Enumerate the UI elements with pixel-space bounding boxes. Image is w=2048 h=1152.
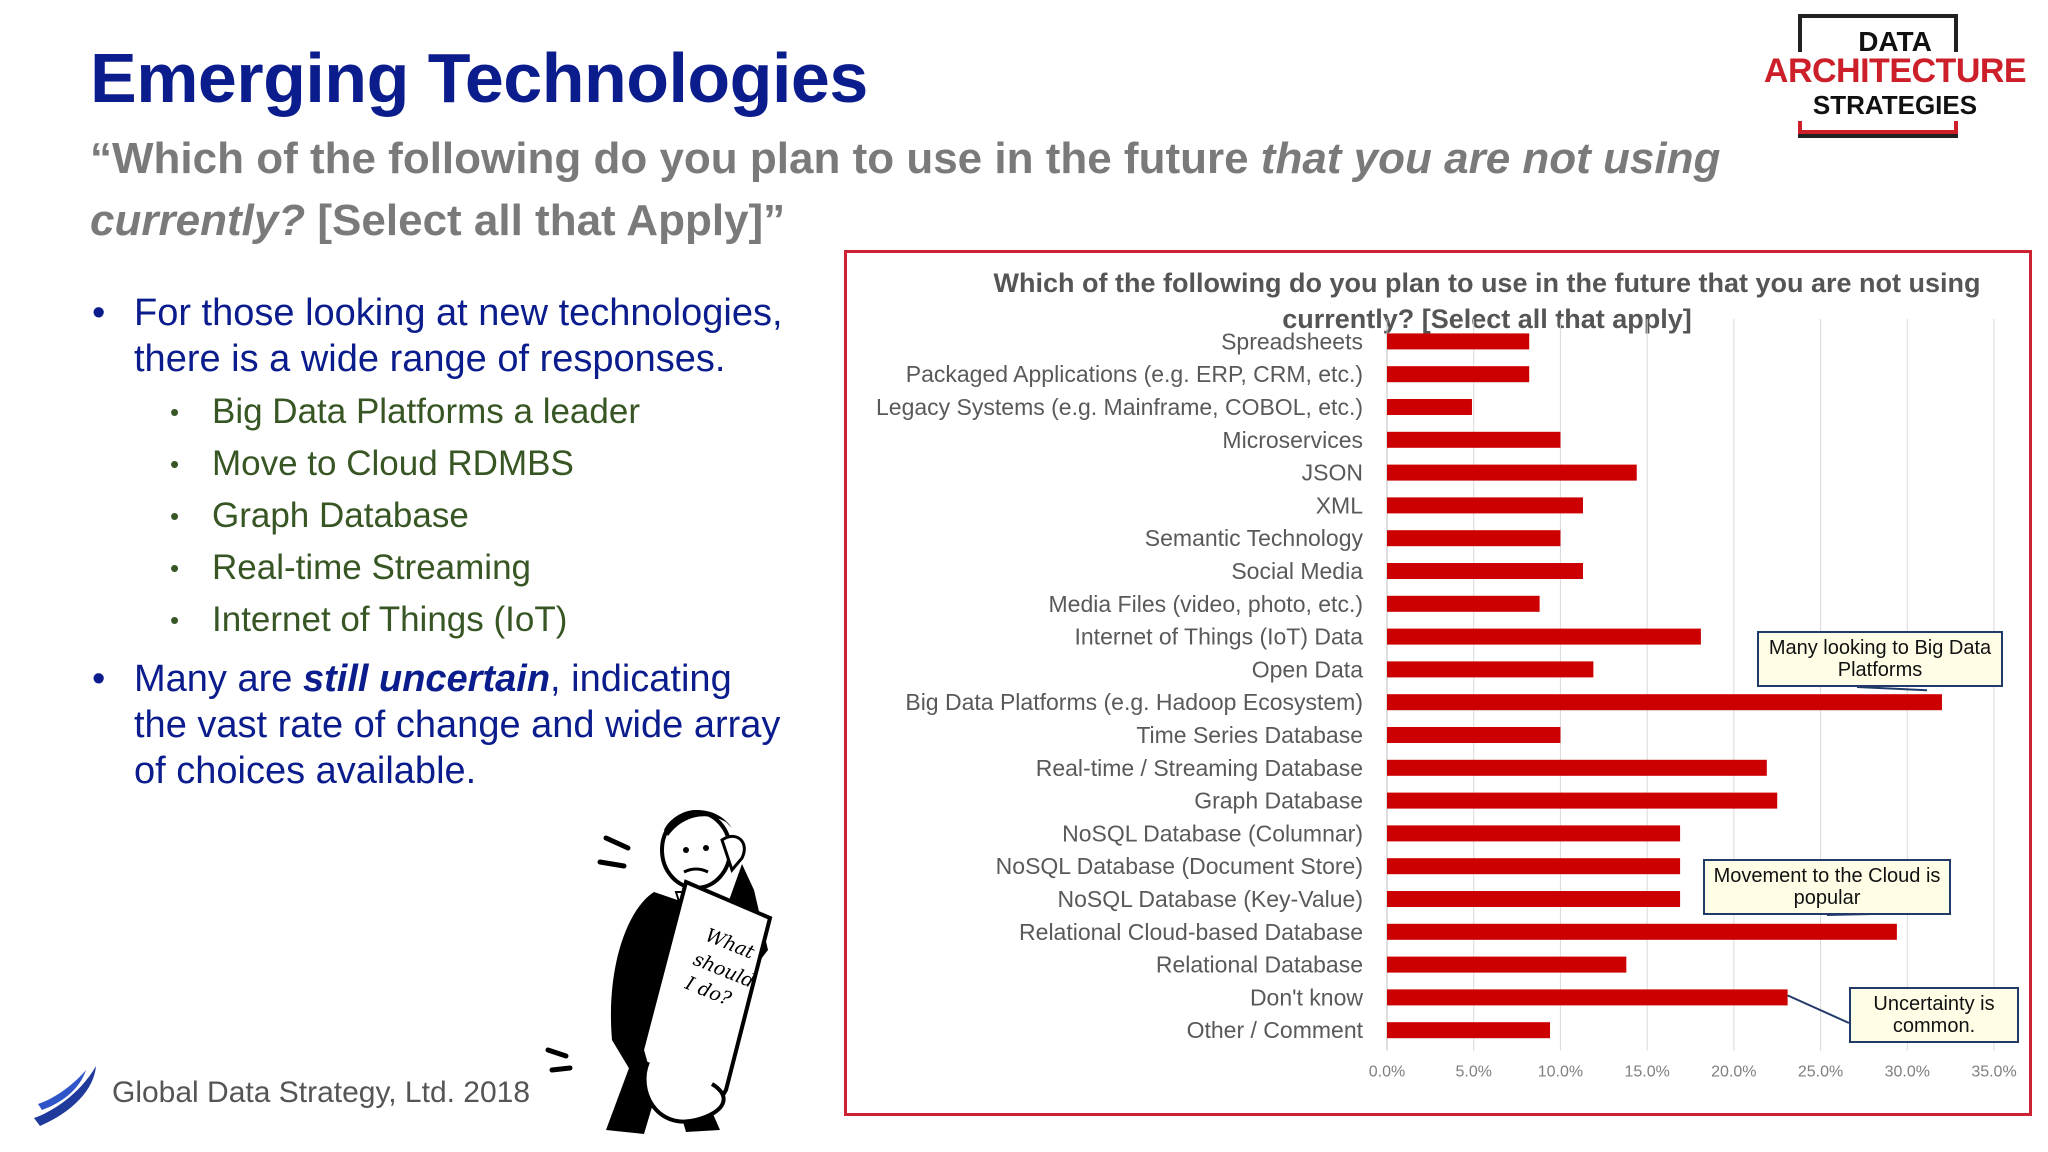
bar [1387, 563, 1583, 579]
category-label: Don't know [1250, 984, 1363, 1010]
x-tick-label: 25.0% [1798, 1064, 1843, 1081]
bullet-dot-icon: • [92, 658, 106, 700]
bullet-dot-icon: • [170, 397, 180, 427]
annotation-big-data: Many looking to Big Data Platforms [1757, 631, 2003, 687]
bar [1387, 792, 1778, 809]
bar [1387, 530, 1561, 547]
x-tick-label: 20.0% [1711, 1064, 1756, 1081]
logo-line2: ARCHITECTURE [1760, 52, 2030, 91]
bar [1387, 628, 1701, 645]
sub-bullet-item: • Internet of Things (IoT) [90, 594, 790, 646]
logo-line1: DATA [1858, 26, 1932, 57]
bar [1387, 497, 1583, 514]
bar [1387, 759, 1767, 776]
slide-title: Emerging Technologies [90, 39, 868, 117]
x-tick-label: 0.0% [1369, 1064, 1405, 1081]
bar [1387, 694, 1942, 711]
category-label: Social Media [1231, 558, 1363, 584]
sub-bullet-item: • Real-time Streaming [90, 542, 790, 594]
category-label: Open Data [1252, 656, 1363, 682]
chart-container: Which of the following do you plan to us… [844, 250, 2032, 1116]
sub-bullet-text: Real-time Streaming [212, 548, 531, 587]
bar-chart: Spreadsheets Packaged Applications (e.g. … [876, 319, 2017, 1081]
bullet-text-post: , indicating the vast rate of change and… [134, 658, 781, 792]
bar [1387, 727, 1561, 743]
bar [1387, 858, 1681, 875]
footer-text: Global Data Strategy, Ltd. 2018 [112, 1076, 531, 1109]
category-label: JSON [1302, 460, 1363, 486]
category-label: Time Series Database [1136, 722, 1363, 748]
category-label: NoSQL Database (Document Store) [996, 853, 1363, 879]
category-label: Media Files (video, photo, etc.) [1049, 591, 1363, 617]
bullet-item: • Many are still uncertain, indicating th… [90, 656, 790, 794]
bullet-dot-icon: • [170, 501, 180, 531]
bullet-dot-icon: • [170, 449, 180, 479]
company-logo: DATA ARCHITECTURE STRATEGIES [1760, 12, 2030, 138]
footer: Global Data Strategy, Ltd. 2018 [30, 1060, 590, 1126]
subtitle-part2: [Select all that Apply]” [305, 196, 786, 245]
bar [1387, 431, 1561, 448]
bullet-list: • For those looking at new technologies, … [90, 290, 790, 794]
bar [1387, 923, 1897, 940]
category-label: Microservices [1222, 427, 1363, 453]
bullet-text-pre: Many are [134, 658, 303, 700]
bar [1387, 333, 1530, 350]
bullet-text: For those looking at new technologies, t… [134, 292, 783, 380]
category-label: Graph Database [1194, 788, 1363, 814]
bar [1387, 1022, 1551, 1039]
subtitle-part1: “Which of the following do you plan to u… [90, 134, 1261, 183]
sub-bullet-text: Graph Database [212, 496, 469, 535]
bar [1387, 891, 1681, 907]
bullet-dot-icon: • [170, 553, 180, 583]
category-label: Internet of Things (IoT) Data [1075, 624, 1364, 650]
sub-bullet-item: • Move to Cloud RDMBS [90, 438, 790, 490]
sub-bullet-text: Internet of Things (IoT) [212, 600, 568, 639]
bar [1387, 956, 1627, 973]
x-tick-label: 35.0% [1971, 1064, 2016, 1081]
annotation-cloud: Movement to the Cloud is popular [1703, 859, 1951, 915]
category-label: Relational Database [1156, 952, 1363, 978]
category-label: Other / Comment [1187, 1017, 1364, 1043]
sub-bullet-item: • Big Data Platforms a leader [90, 386, 790, 438]
bullet-dot-icon: • [92, 292, 106, 334]
bar [1387, 989, 1788, 1006]
sub-bullet-text: Move to Cloud RDMBS [212, 444, 574, 483]
x-tick-label: 5.0% [1455, 1064, 1491, 1081]
logo-line3: STRATEGIES [1760, 90, 2030, 121]
annotation-line [1856, 686, 1928, 692]
category-label: Legacy Systems (e.g. Mainframe, COBOL, e… [876, 394, 1363, 420]
category-label: Semantic Technology [1145, 525, 1364, 551]
cartoon-figure-icon: What should I do? [545, 810, 773, 1134]
bar [1387, 366, 1530, 383]
category-label: Spreadsheets [1221, 328, 1363, 354]
category-label: NoSQL Database (Key-Value) [1057, 886, 1363, 912]
bullet-emphasis: still uncertain [302, 658, 551, 700]
category-label: XML [1316, 492, 1364, 518]
confused-man-illustration: What should I do? [536, 800, 816, 1140]
chart-title: Which of the following do you plan to us… [993, 268, 1981, 334]
category-label: Relational Cloud-based Database [1019, 919, 1363, 945]
bar [1387, 399, 1472, 415]
x-tick-label: 15.0% [1624, 1064, 1669, 1081]
bar [1387, 464, 1637, 481]
annotation-uncertainty: Uncertainty is common. [1849, 987, 2019, 1043]
bar [1387, 661, 1594, 678]
x-tick-label: 10.0% [1538, 1064, 1583, 1081]
bar [1387, 595, 1540, 612]
category-label: NoSQL Database (Columnar) [1062, 820, 1363, 846]
slide-subtitle: “Which of the following do you plan to u… [90, 128, 1790, 252]
bar [1387, 825, 1681, 842]
bullet-item: • For those looking at new technologies, … [90, 290, 790, 382]
category-label: Big Data Platforms (e.g. Hadoop Ecosyste… [905, 689, 1363, 715]
annotation-line [1787, 994, 1850, 1024]
x-tick-label: 30.0% [1885, 1064, 1930, 1081]
sub-bullet-text: Big Data Platforms a leader [212, 392, 640, 431]
subtitle-italic: that you are not using currently? [90, 134, 1721, 245]
sub-bullet-item: • Graph Database [90, 490, 790, 542]
category-label: Packaged Applications (e.g. ERP, CRM, et… [906, 361, 1363, 387]
bullet-dot-icon: • [170, 605, 180, 635]
category-label: Real-time / Streaming Database [1036, 755, 1363, 781]
global-data-strategy-logo-icon [34, 1066, 96, 1126]
